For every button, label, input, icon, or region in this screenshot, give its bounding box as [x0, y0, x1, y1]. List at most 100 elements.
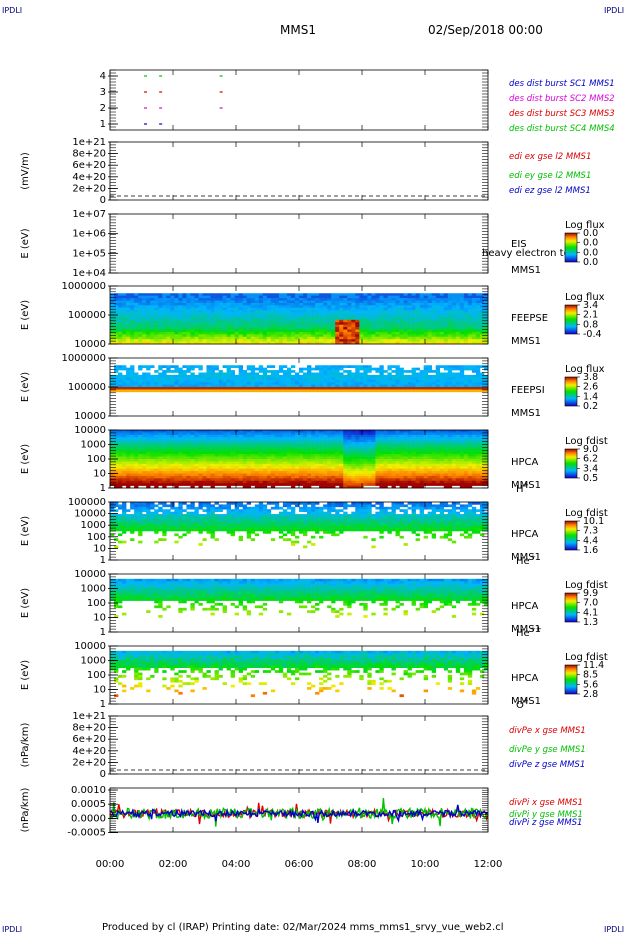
feeps_e-cell — [319, 327, 324, 330]
hpca_h-cell — [226, 451, 231, 455]
feeps_e-cell — [222, 312, 227, 316]
feeps_e-cell — [270, 331, 276, 335]
hpca_h-cell — [383, 454, 388, 457]
feeps_e-cell — [158, 334, 163, 338]
edi-legend-entry: edi ex gse l2 MMS1 — [509, 152, 591, 162]
feeps_e-cell — [451, 293, 457, 296]
hpca_h-cell — [258, 466, 264, 469]
feeps_e-cell — [451, 324, 457, 328]
feeps_e-cell — [427, 322, 432, 325]
hpca_h-cell — [459, 454, 465, 457]
feeps_e-cell — [367, 336, 372, 340]
feeps_i-cell — [258, 389, 264, 393]
hpca_h-cell — [270, 459, 276, 462]
hpca_h-cell — [459, 466, 465, 469]
feeps_i-cell — [435, 374, 441, 378]
hpca_h-cell — [479, 471, 485, 474]
feeps_i-cell — [479, 387, 485, 390]
feeps_i-cell — [134, 374, 139, 378]
feeps_e-cell — [471, 334, 477, 338]
feeps_e-cell — [431, 302, 437, 306]
hpca_h-cell — [154, 463, 159, 467]
hpca_h-cell — [327, 473, 332, 477]
feeps_i-cell — [363, 367, 368, 371]
hpca_h-cell — [343, 442, 348, 445]
feeps_e-cell — [319, 310, 324, 313]
feeps_e-cell — [158, 327, 163, 330]
hpca_h-cell — [198, 444, 203, 448]
feeps_e-cell — [294, 336, 300, 340]
hpca_h-cell — [278, 463, 284, 467]
feeps_e-cell — [250, 305, 256, 309]
feeps_e-cell — [238, 322, 243, 325]
feeps_e-cell — [387, 312, 392, 316]
feeps_i-cell — [455, 377, 461, 381]
hpca_h-cell — [363, 449, 368, 453]
hpca_h-cell — [451, 430, 457, 433]
feeps_e-cell — [246, 300, 252, 304]
feeps_i-cell — [142, 379, 147, 383]
hpca_h-cell — [379, 437, 384, 440]
feeps_e-cell — [242, 329, 248, 333]
feeps_e-cell — [363, 327, 368, 330]
feeps_i-cell — [323, 384, 328, 388]
feeps_e-cell — [419, 322, 424, 325]
hpca_h-cell — [214, 439, 219, 443]
feeps_i-cell — [126, 382, 131, 385]
feeps_e-cell — [158, 319, 163, 323]
feeps_i-cell — [114, 384, 119, 388]
feeps_e-cell — [375, 307, 380, 311]
feeps_e-cell — [118, 312, 123, 316]
feeps_e-cell — [210, 298, 215, 301]
feeps_e-cell — [435, 322, 441, 325]
feeps_e-cell — [286, 295, 292, 299]
feeps_e-cell — [467, 341, 473, 345]
feeps_e-cell — [114, 315, 119, 318]
feeps_i-cell — [339, 379, 344, 383]
feeps_e-colorbar-tick-label: 3.4 — [583, 300, 598, 311]
feeps_e-cell — [455, 319, 461, 323]
feeps_e-cell — [363, 293, 368, 296]
feeps_i-cell — [270, 389, 276, 393]
feeps_e-cell — [399, 315, 404, 318]
feeps_e-cell — [383, 324, 388, 328]
feeps_i-cell — [154, 387, 159, 390]
hpca_h-cell — [242, 442, 248, 445]
feeps_i-cell — [403, 387, 408, 390]
feeps_e-cell — [190, 305, 195, 309]
feeps_e-cell — [150, 298, 155, 301]
feeps_e-cell — [242, 310, 248, 313]
feeps_e-cell — [238, 317, 243, 321]
feeps_e-cell — [286, 329, 292, 333]
feeps_e-cell — [246, 327, 252, 330]
burst-legend-entry: des dist burst SC1 MMS1 — [509, 79, 615, 89]
hpca_h-cell — [379, 468, 384, 472]
feeps_e-cell — [443, 307, 449, 311]
hpca_h-cell — [447, 451, 453, 455]
feeps_e-cell — [286, 310, 292, 313]
feeps_e-cell — [258, 322, 264, 325]
hpca_h-cell — [238, 434, 243, 438]
hpca_h-cell — [226, 466, 231, 469]
burst-frame — [109, 69, 489, 131]
hpca_h-cell — [234, 461, 239, 465]
hpca_h-cell — [290, 463, 296, 467]
feeps_e-cell — [254, 302, 260, 306]
hpca_h-cell — [126, 434, 131, 438]
hpca_h-cell — [238, 430, 243, 433]
hpca_h-cell — [278, 468, 284, 472]
feeps_e-cell — [363, 317, 368, 321]
hpca_h-cell — [435, 468, 441, 472]
hpca_h-cell — [130, 430, 135, 433]
feeps_e-cell — [150, 339, 155, 342]
feeps_i-cell — [162, 384, 167, 388]
hpca_h-cell — [118, 432, 123, 436]
feeps_i-cell — [303, 372, 308, 376]
feeps_e-cell — [242, 312, 248, 316]
feeps_e-cell — [403, 324, 408, 328]
feeps_e-cell — [415, 310, 420, 313]
hpca_h-cell — [190, 444, 195, 448]
feeps_i-cell — [463, 387, 469, 390]
feeps_e-cell — [479, 319, 485, 323]
hpca_h-cell — [294, 442, 300, 445]
